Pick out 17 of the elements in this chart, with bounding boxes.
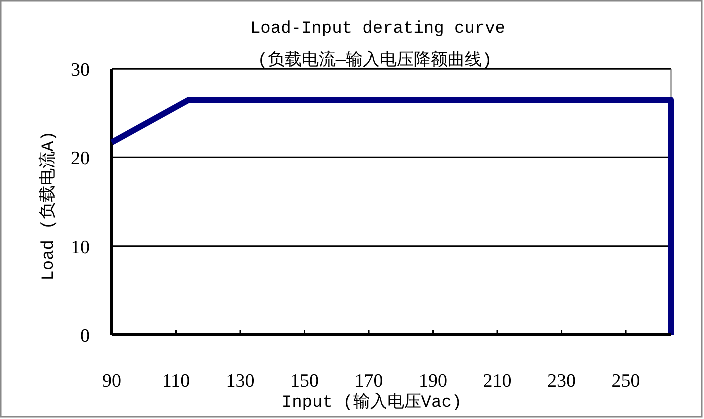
x-tick-label: 230: [548, 371, 576, 392]
x-tick-label: 130: [226, 371, 255, 392]
x-tick-label: 150: [290, 371, 320, 392]
y-tick-label: 0: [80, 326, 90, 347]
x-tick-label: 250: [612, 371, 640, 392]
y-axis-title: Load (负载电流A): [38, 131, 59, 281]
x-axis-title: Input (输入电压Vac): [282, 392, 462, 413]
chart-subtitle: (负载电流—输入电压降额曲线): [258, 50, 492, 71]
x-tick-label: 110: [162, 371, 190, 392]
x-tick-label: 210: [483, 371, 512, 392]
y-tick-label: 20: [71, 148, 90, 170]
y-tick-label: 30: [71, 60, 90, 81]
x-tick-label: 190: [419, 371, 448, 392]
x-tick-label: 90: [102, 371, 122, 392]
chart-title: Load-Input derating curve: [250, 20, 506, 39]
x-tick-label: 170: [354, 371, 384, 392]
y-tick-label: 10: [71, 237, 90, 258]
